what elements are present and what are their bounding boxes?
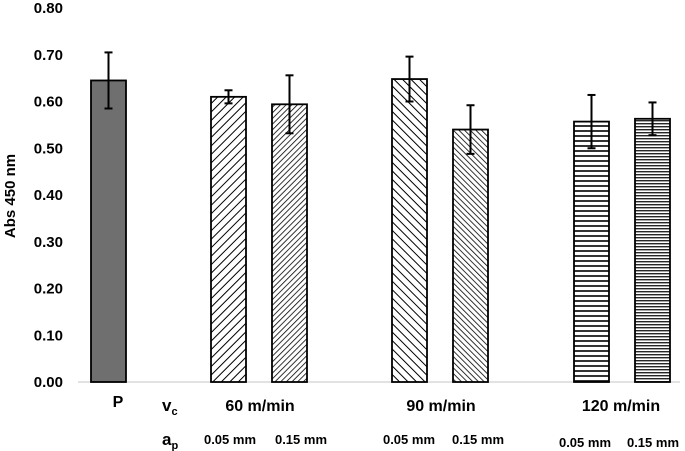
y-tick-label: 0.70 <box>34 47 63 64</box>
vc-symbol: vc <box>162 396 178 418</box>
y-tick-label: 0.00 <box>34 374 63 391</box>
y-tick-label: 0.10 <box>34 327 63 344</box>
y-tick-label: 0.20 <box>34 281 63 298</box>
speed-label-90: 90 m/min <box>406 398 475 415</box>
bar <box>452 128 489 383</box>
y-tick-label: 0.50 <box>34 140 63 157</box>
bar <box>391 78 428 383</box>
bar <box>210 95 247 383</box>
y-tick-label: 0.80 <box>34 0 63 17</box>
bars <box>90 78 671 383</box>
y-tick-label: 0.60 <box>34 94 63 111</box>
y-axis-label: Abs 450 nm <box>2 154 19 238</box>
depth-label-90-005: 0.05 mm <box>383 432 435 447</box>
bar <box>271 103 308 383</box>
depth-label-60-005: 0.05 mm <box>204 432 256 447</box>
ap-symbol: ap <box>162 430 178 451</box>
control-label: P <box>113 394 124 411</box>
depth-label-120-015: 0.15 mm <box>627 435 679 450</box>
bar <box>634 117 671 383</box>
bar <box>90 79 127 383</box>
error-bars <box>104 51 657 155</box>
speed-label-120: 120 m/min <box>582 398 660 415</box>
y-tick-label: 0.30 <box>34 234 63 251</box>
y-tick-label: 0.40 <box>34 187 63 204</box>
speed-label-60: 60 m/min <box>225 398 294 415</box>
y-tick-labels: 0.00 0.10 0.20 0.30 0.40 0.50 0.60 0.70 0.80 <box>34 0 63 391</box>
bar <box>573 120 610 383</box>
depth-label-120-005: 0.05 mm <box>559 435 611 450</box>
depth-label-90-015: 0.15 mm <box>452 432 504 447</box>
depth-label-60-015: 0.15 mm <box>275 432 327 447</box>
